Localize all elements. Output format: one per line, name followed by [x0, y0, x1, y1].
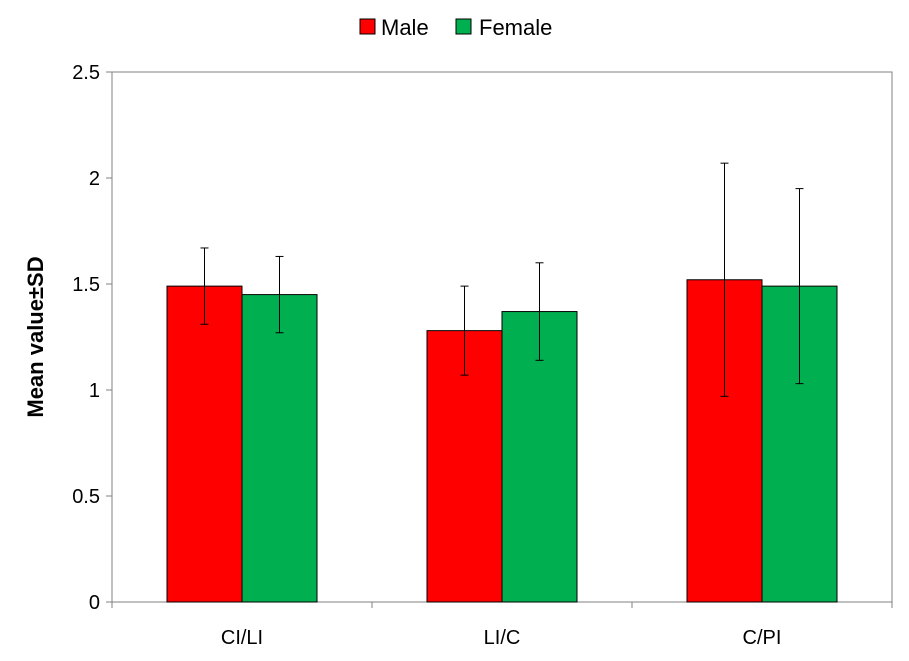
y-tick-label: 1	[89, 380, 100, 402]
x-category-label: LI/C	[484, 627, 521, 649]
y-tick-label: 2.5	[72, 62, 100, 84]
legend: Male Female	[359, 15, 552, 40]
legend-swatch-male	[359, 18, 376, 35]
x-axis: CI/LI LI/C C/PI	[111, 602, 893, 649]
bars-group	[166, 279, 838, 603]
bar-male-1	[166, 285, 243, 603]
error-bars-group	[200, 162, 804, 397]
y-tick-label: 0.5	[72, 486, 100, 508]
y-axis: 0 0.5 1 1.5 2 2.5	[72, 62, 112, 614]
bar-female-1	[241, 294, 318, 603]
y-tick-label: 0	[89, 592, 100, 614]
y-axis-title: Mean value±SD	[23, 256, 48, 417]
y-tick-label: 2	[89, 168, 100, 190]
y-tick-label: 1.5	[72, 274, 100, 296]
x-category-label: CI/LI	[221, 627, 263, 649]
legend-swatch-female	[455, 18, 472, 35]
x-category-label: C/PI	[743, 627, 782, 649]
legend-label-female: Female	[479, 15, 552, 40]
legend-label-male: Male	[381, 15, 429, 40]
